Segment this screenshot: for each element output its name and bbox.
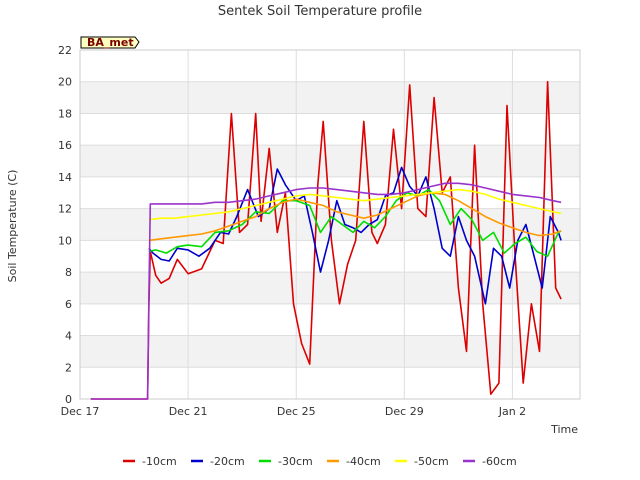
chart-legend: -10cm -20cm -30cm -40cm -50cm -60cm (123, 455, 517, 468)
y-tick-label: 20 (58, 76, 72, 89)
x-tick-label: Dec 17 (61, 405, 100, 418)
chart-series-lines (90, 80, 562, 400)
legend-label: -30cm (278, 455, 313, 468)
y-axis-label: Soil Temperature (C) (6, 170, 19, 283)
legend-item: -40cm (327, 455, 381, 468)
legend-item: -30cm (259, 455, 313, 468)
x-tick-label: Dec 29 (385, 405, 424, 418)
y-tick-label: 18 (58, 107, 72, 120)
x-axis-ticks: Dec 17 Dec 21 Dec 25 Dec 29 Jan 2 (61, 405, 527, 418)
plot-area-border (79, 49, 581, 400)
series-line-minus-40cm (148, 192, 562, 242)
chart-title: Sentek Soil Temperature profile (218, 4, 422, 19)
background-band (80, 81, 580, 114)
legend-label: -40cm (346, 455, 381, 468)
legend-item: -50cm (395, 455, 449, 468)
site-badge-label: BA_met (87, 36, 134, 49)
legend-item: -60cm (463, 455, 517, 468)
y-tick-label: 6 (65, 298, 72, 311)
y-tick-label: 10 (58, 234, 72, 247)
legend-label: -60cm (482, 455, 517, 468)
legend-label: -50cm (414, 455, 449, 468)
x-axis-label: Time (550, 423, 578, 436)
x-tick-label: Dec 21 (169, 405, 208, 418)
y-axis-ticks: 0 2 4 6 8 10 12 14 16 18 20 22 (58, 44, 72, 406)
y-tick-label: 0 (65, 393, 72, 406)
y-tick-label: 8 (65, 266, 72, 279)
legend-item: -20cm (191, 455, 245, 468)
y-tick-label: 12 (58, 203, 72, 216)
background-band (80, 272, 580, 304)
legend-label: -20cm (210, 455, 245, 468)
legend-label: -10cm (142, 455, 177, 468)
series-line-minus-60cm (90, 182, 562, 400)
site-badge-shape (80, 36, 140, 49)
y-tick-label: 22 (58, 44, 72, 57)
site-badge: BA_met (80, 36, 140, 49)
series-line-minus-30cm (148, 188, 562, 258)
background-band (80, 145, 580, 177)
y-tick-label: 14 (58, 171, 72, 184)
series-line-minus-10cm (90, 80, 562, 400)
series-line-minus-20cm (148, 166, 562, 305)
y-tick-label: 2 (65, 361, 72, 374)
chart-background-bands (80, 81, 580, 368)
x-tick-label: Dec 25 (277, 405, 316, 418)
series-line-minus-50cm (148, 188, 562, 221)
legend-item: -10cm (123, 455, 177, 468)
y-tick-label: 4 (65, 330, 72, 343)
x-tick-label: Jan 2 (498, 405, 526, 418)
y-tick-label: 16 (58, 139, 72, 152)
background-band (80, 335, 580, 368)
